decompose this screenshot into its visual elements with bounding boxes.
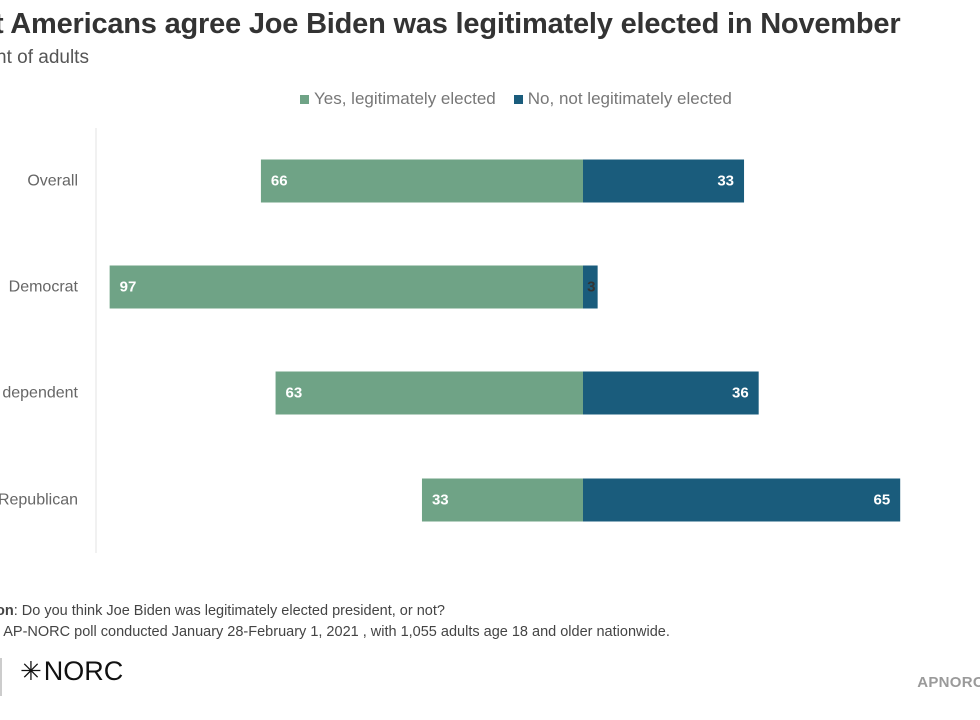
bar-yes <box>109 265 583 309</box>
category-label: Overall <box>27 173 78 190</box>
legend-item-yes: Yes, legitimately elected <box>300 89 496 109</box>
bar-no <box>583 265 598 309</box>
data-label-yes: 66 <box>271 173 288 190</box>
logo-divider <box>0 658 2 696</box>
chart-legend: Yes, legitimately elected No, not legiti… <box>300 89 732 109</box>
norc-logo: ✳ NORC <box>20 656 123 687</box>
data-label-yes: 63 <box>286 385 303 402</box>
source-note: : AP-NORC poll conducted January 28-Febr… <box>0 624 670 640</box>
logo-text: NORC <box>43 656 124 686</box>
category-label: Democrat <box>9 279 79 296</box>
legend-item-no: No, not legitimately elected <box>513 89 732 109</box>
data-label-no: 33 <box>717 173 734 190</box>
apnorc-watermark: APNORC <box>917 674 980 691</box>
category-label: Republican <box>0 492 78 509</box>
bar-yes <box>421 478 583 522</box>
bar-yes <box>275 371 583 415</box>
question-note: on: Do you think Joe Biden was legitimat… <box>0 603 445 619</box>
category-label: dependent <box>2 385 78 402</box>
chart-subtitle: nt of adults <box>0 47 89 68</box>
data-label-no: 36 <box>732 385 749 402</box>
legend-swatch-no <box>513 94 523 104</box>
bar-no <box>583 371 759 415</box>
legend-label-yes: Yes, legitimately elected <box>314 89 496 108</box>
data-label-yes: 97 <box>120 279 137 296</box>
asterisk-star-icon: ✳ <box>20 656 42 686</box>
legend-label-no: No, not legitimately elected <box>527 89 732 108</box>
bar-yes <box>260 159 583 203</box>
data-label-no: 65 <box>874 492 891 509</box>
question-text: : Do you think Joe Biden was legitimatel… <box>13 603 445 619</box>
source-text: : AP-NORC poll conducted January 28-Febr… <box>0 624 670 640</box>
chart-title: t Americans agree Joe Biden was legitima… <box>0 8 901 40</box>
data-label-yes: 33 <box>432 492 449 509</box>
legend-swatch-yes <box>300 94 309 104</box>
bar-no <box>583 159 745 203</box>
bar-no <box>583 478 901 522</box>
question-label: on <box>0 603 14 619</box>
data-label-no: 3 <box>587 279 595 296</box>
